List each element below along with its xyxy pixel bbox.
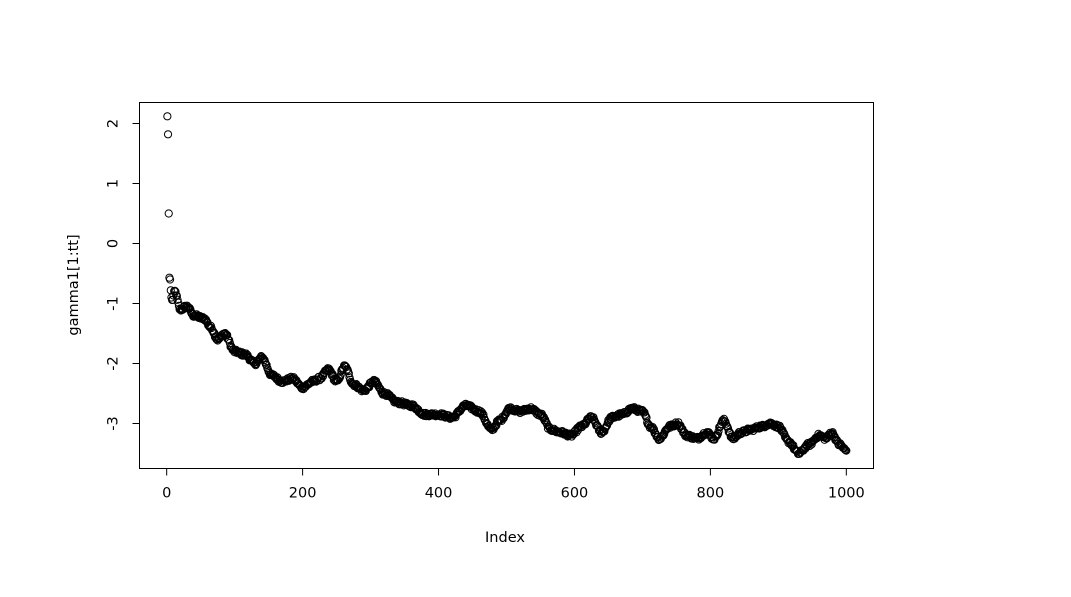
plot-frame [139, 102, 874, 469]
x-tick-label: 0 [162, 486, 171, 502]
x-tick-label: 600 [561, 486, 589, 502]
data-point [179, 302, 188, 312]
data-points [163, 112, 851, 459]
data-point [169, 291, 178, 300]
y-tick-label: -1 [106, 296, 122, 310]
data-point [374, 382, 383, 391]
y-tick-label: 0 [106, 239, 122, 248]
data-point [336, 370, 345, 380]
data-point [638, 406, 647, 415]
data-point [344, 369, 353, 378]
data-point [618, 409, 627, 418]
data-point [170, 286, 179, 295]
data-point [649, 425, 659, 434]
data-point [171, 287, 180, 296]
y-tick-label: 2 [106, 119, 122, 128]
data-point [840, 445, 850, 454]
data-point [380, 389, 389, 398]
data-point [223, 330, 232, 340]
y-axis-label: gamma1[1:tt] [66, 234, 82, 335]
x-tick-label: 200 [289, 486, 317, 502]
y-tick-label: -3 [106, 416, 122, 430]
data-point [779, 428, 788, 437]
x-tick-label: 1000 [828, 486, 865, 502]
x-tick-label: 800 [697, 486, 725, 502]
data-point [165, 275, 175, 284]
x-tick-label: 400 [425, 486, 453, 502]
data-point [725, 427, 734, 437]
y-tick-label: 1 [106, 179, 122, 188]
y-axis: -3 -2 -1 0 1 2 [106, 119, 140, 431]
data-point [714, 427, 723, 436]
x-axis-label: Index [485, 530, 525, 546]
data-point [163, 112, 172, 121]
data-point [840, 444, 849, 453]
data-point [163, 130, 173, 139]
x-axis: 0 200 400 600 800 1000 [162, 468, 865, 502]
data-point [540, 416, 549, 425]
data-point [164, 209, 173, 218]
data-point [712, 432, 721, 441]
data-point [477, 408, 487, 417]
data-point [842, 446, 851, 455]
y-tick-label: -2 [106, 356, 122, 370]
